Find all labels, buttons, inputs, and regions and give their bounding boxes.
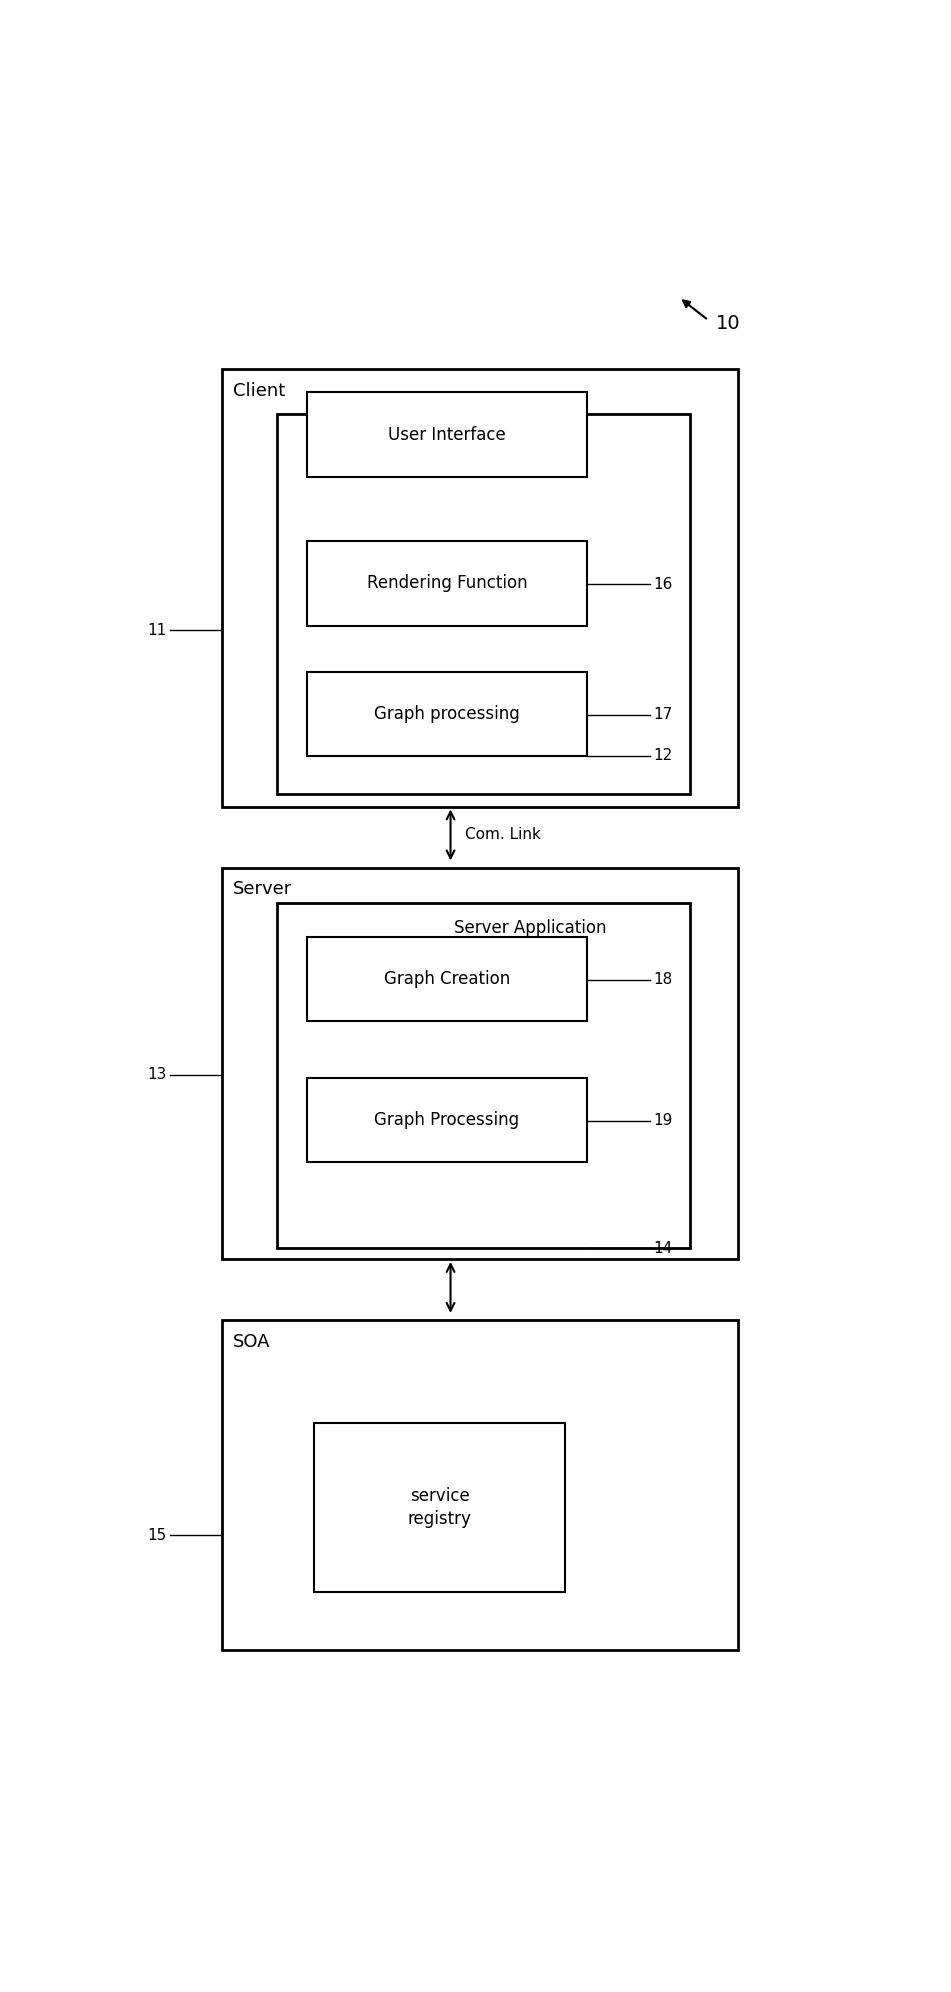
Text: Graph processing: Graph processing [374,705,520,723]
Bar [223,1321,738,1649]
Text: Server: Server [233,880,292,898]
Text: Rendering Function: Rendering Function [366,574,527,592]
Bar [307,671,587,755]
Text: 19: 19 [653,1114,672,1129]
Text: Client: Client [233,382,285,400]
Text: service
registry: service registry [408,1486,472,1528]
Text: Com. Link: Com. Link [465,827,541,843]
Text: User Interface: User Interface [388,426,506,444]
Bar [307,1078,587,1163]
Bar [307,392,587,476]
Text: SOA: SOA [233,1333,271,1351]
Text: Graph Creation: Graph Creation [383,970,510,988]
Text: Graph Processing: Graph Processing [375,1112,519,1129]
Text: 13: 13 [147,1068,166,1082]
Bar [307,542,587,625]
Text: 15: 15 [147,1528,166,1542]
Text: 14: 14 [653,1241,672,1255]
Bar [223,369,738,807]
Bar [278,902,690,1249]
Text: 16: 16 [653,576,672,592]
Text: 18: 18 [653,972,672,988]
Bar [307,936,587,1022]
Text: Server Application: Server Application [455,918,607,936]
Text: 12: 12 [653,749,672,763]
Text: 10: 10 [716,315,741,333]
Bar [314,1422,565,1592]
Text: 17: 17 [653,707,672,721]
Text: 11: 11 [147,623,166,637]
Bar [278,414,690,795]
Bar [223,869,738,1259]
